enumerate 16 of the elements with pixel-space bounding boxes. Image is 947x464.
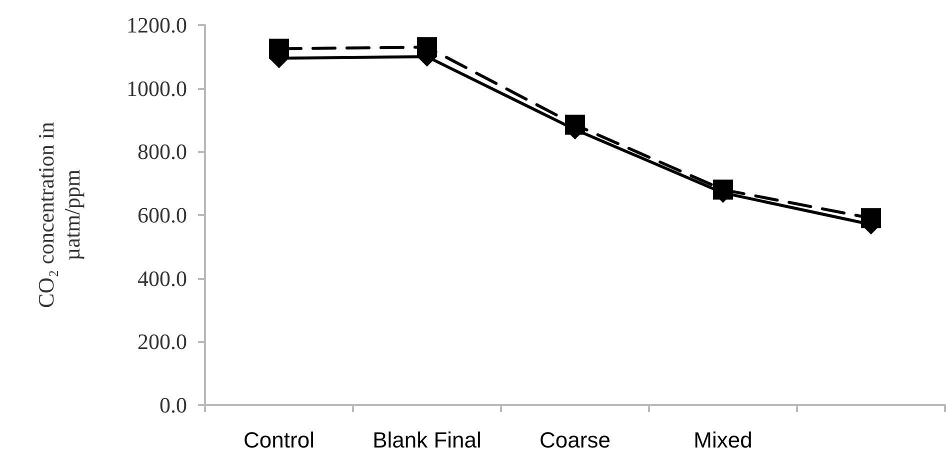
x-tick-label: Blank Final (372, 428, 482, 452)
y-tick-label: 1200.0 (126, 12, 187, 38)
y-tick-label: 400.0 (138, 266, 187, 291)
point (269, 38, 289, 59)
y-axis-title: CO₂ concentration in µatm/ppm (34, 122, 84, 308)
point (861, 208, 881, 228)
y-tick-label: 1000.0 (126, 76, 187, 101)
x-tick-label: Control (244, 428, 314, 452)
x-tick-label: Coarse (540, 428, 610, 452)
x-tick-label: Mixed (694, 428, 752, 452)
point (417, 37, 437, 58)
y-tick-label: 0.0 (160, 392, 187, 418)
point (713, 180, 733, 200)
y-tick-label: 200.0 (138, 329, 187, 354)
y-tick-label: 800.0 (138, 139, 187, 164)
y-tick-label: 600.0 (138, 202, 187, 228)
